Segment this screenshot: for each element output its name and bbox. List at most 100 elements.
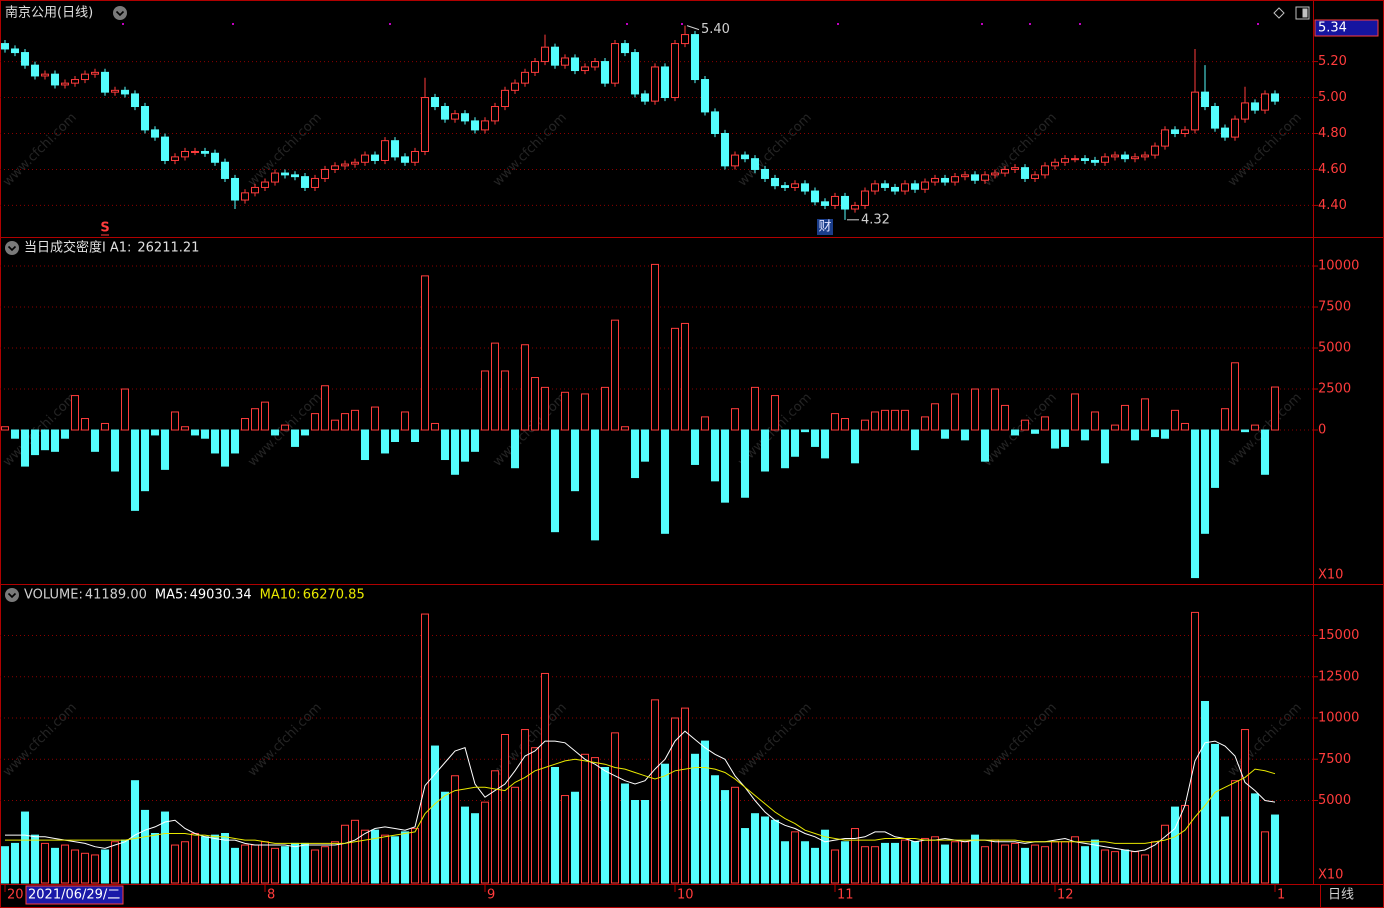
density-bar: [711, 429, 719, 482]
volume-bar: [41, 842, 49, 884]
candle-body: [681, 34, 689, 45]
volume-bar: [241, 844, 249, 884]
annotation-label: 4.32: [861, 212, 890, 227]
volume-bar: [151, 833, 159, 884]
volume-bar: [1111, 851, 1119, 884]
y-tick-label: 10000: [1318, 711, 1359, 726]
x-tick-label: 10: [677, 888, 694, 903]
density-bar: [611, 319, 619, 431]
candle-body: [1071, 158, 1079, 161]
density-bar: [1171, 409, 1179, 431]
density-bar: [1, 426, 9, 431]
candle-body: [1081, 158, 1089, 161]
volume-bar: [1271, 814, 1279, 884]
density-bar: [1131, 429, 1139, 441]
density-bar: [1261, 429, 1269, 475]
volume-bar: [931, 836, 939, 884]
density-bar: [571, 429, 579, 492]
density-bar: [341, 413, 349, 431]
volume-bar: [71, 849, 79, 884]
candle-body: [651, 66, 659, 102]
volume-bar: [851, 828, 859, 884]
density-bar: [1111, 424, 1119, 431]
scale-label: X10: [1318, 568, 1343, 583]
volume-bar: [521, 729, 529, 884]
volume-bar: [571, 791, 579, 884]
density-bar: [181, 426, 189, 431]
volume-bar: [141, 809, 149, 884]
density-bar: [911, 429, 919, 451]
candle-body: [211, 152, 219, 163]
cursor-date: 2021/06/29/二: [28, 888, 120, 903]
candle-body: [341, 163, 349, 167]
candle-body: [381, 140, 389, 161]
density-bar: [631, 429, 639, 479]
diamond-icon[interactable]: [1273, 7, 1285, 19]
candle-body: [1051, 161, 1059, 167]
volume-bar: [691, 753, 699, 884]
volume-bar: [1241, 729, 1249, 884]
candle-body: [821, 201, 829, 206]
volume-bar: [641, 800, 649, 884]
candle-body: [1041, 165, 1049, 176]
candle-body: [391, 140, 399, 158]
candle-body: [1221, 127, 1229, 138]
volume-bar: [351, 819, 359, 884]
y-tick-label: 5000: [1318, 793, 1351, 808]
candle-body: [401, 156, 409, 163]
density-bar: [41, 429, 49, 451]
volume-bar: [941, 844, 949, 884]
volume-bar: [371, 829, 379, 884]
density-bar: [311, 413, 319, 431]
menu-icon: [5, 588, 19, 602]
volume-bar: [1131, 851, 1139, 884]
volume-bar: [991, 839, 999, 884]
volume-bar: [951, 841, 959, 884]
candle-body: [1031, 174, 1039, 179]
volume-bar: [51, 847, 59, 884]
volume-bar: [711, 775, 719, 884]
volume-bar: [541, 672, 549, 884]
candle-body: [61, 82, 69, 86]
density-bar: [431, 422, 439, 431]
density-bar: [821, 429, 829, 459]
volume-bar: [311, 849, 319, 884]
candle-body: [1161, 129, 1169, 147]
volume-bar: [291, 842, 299, 884]
density-bar: [801, 429, 809, 433]
candle-body: [591, 61, 599, 68]
density-bar: [751, 386, 759, 431]
density-bar: [1141, 398, 1149, 431]
candle-body: [1121, 154, 1129, 160]
candle-body: [791, 183, 799, 188]
volume-bar: [251, 844, 259, 884]
volume-bar: [881, 842, 889, 884]
density-bar: [511, 429, 519, 469]
volume-bar: [1141, 854, 1149, 884]
volume-bar: [131, 780, 139, 884]
candle-body: [371, 154, 379, 161]
volume-bar: [511, 786, 519, 884]
candle-body: [31, 64, 39, 77]
volume-bar: [921, 837, 929, 884]
volume-bar: [1021, 847, 1029, 884]
candle-body: [981, 174, 989, 181]
volume-bar: [491, 770, 499, 884]
volume-bar: [1211, 743, 1219, 884]
density-bar: [201, 429, 209, 439]
candle-body: [1061, 158, 1069, 163]
scale-label: X10: [1318, 868, 1343, 883]
header-text: VOLUME:: [24, 588, 83, 603]
toolbar-icons[interactable]: [1273, 6, 1310, 20]
candle-body: [151, 129, 159, 138]
density-bar: [171, 411, 179, 431]
candle-body: [301, 176, 309, 188]
menu-chevron: [7, 245, 17, 252]
volume-bar: [211, 834, 219, 884]
density-bar: [961, 429, 969, 441]
window-icon[interactable]: [1295, 6, 1310, 20]
candle-body: [511, 82, 519, 91]
candle-body: [321, 168, 329, 179]
candle-body: [1131, 156, 1139, 160]
